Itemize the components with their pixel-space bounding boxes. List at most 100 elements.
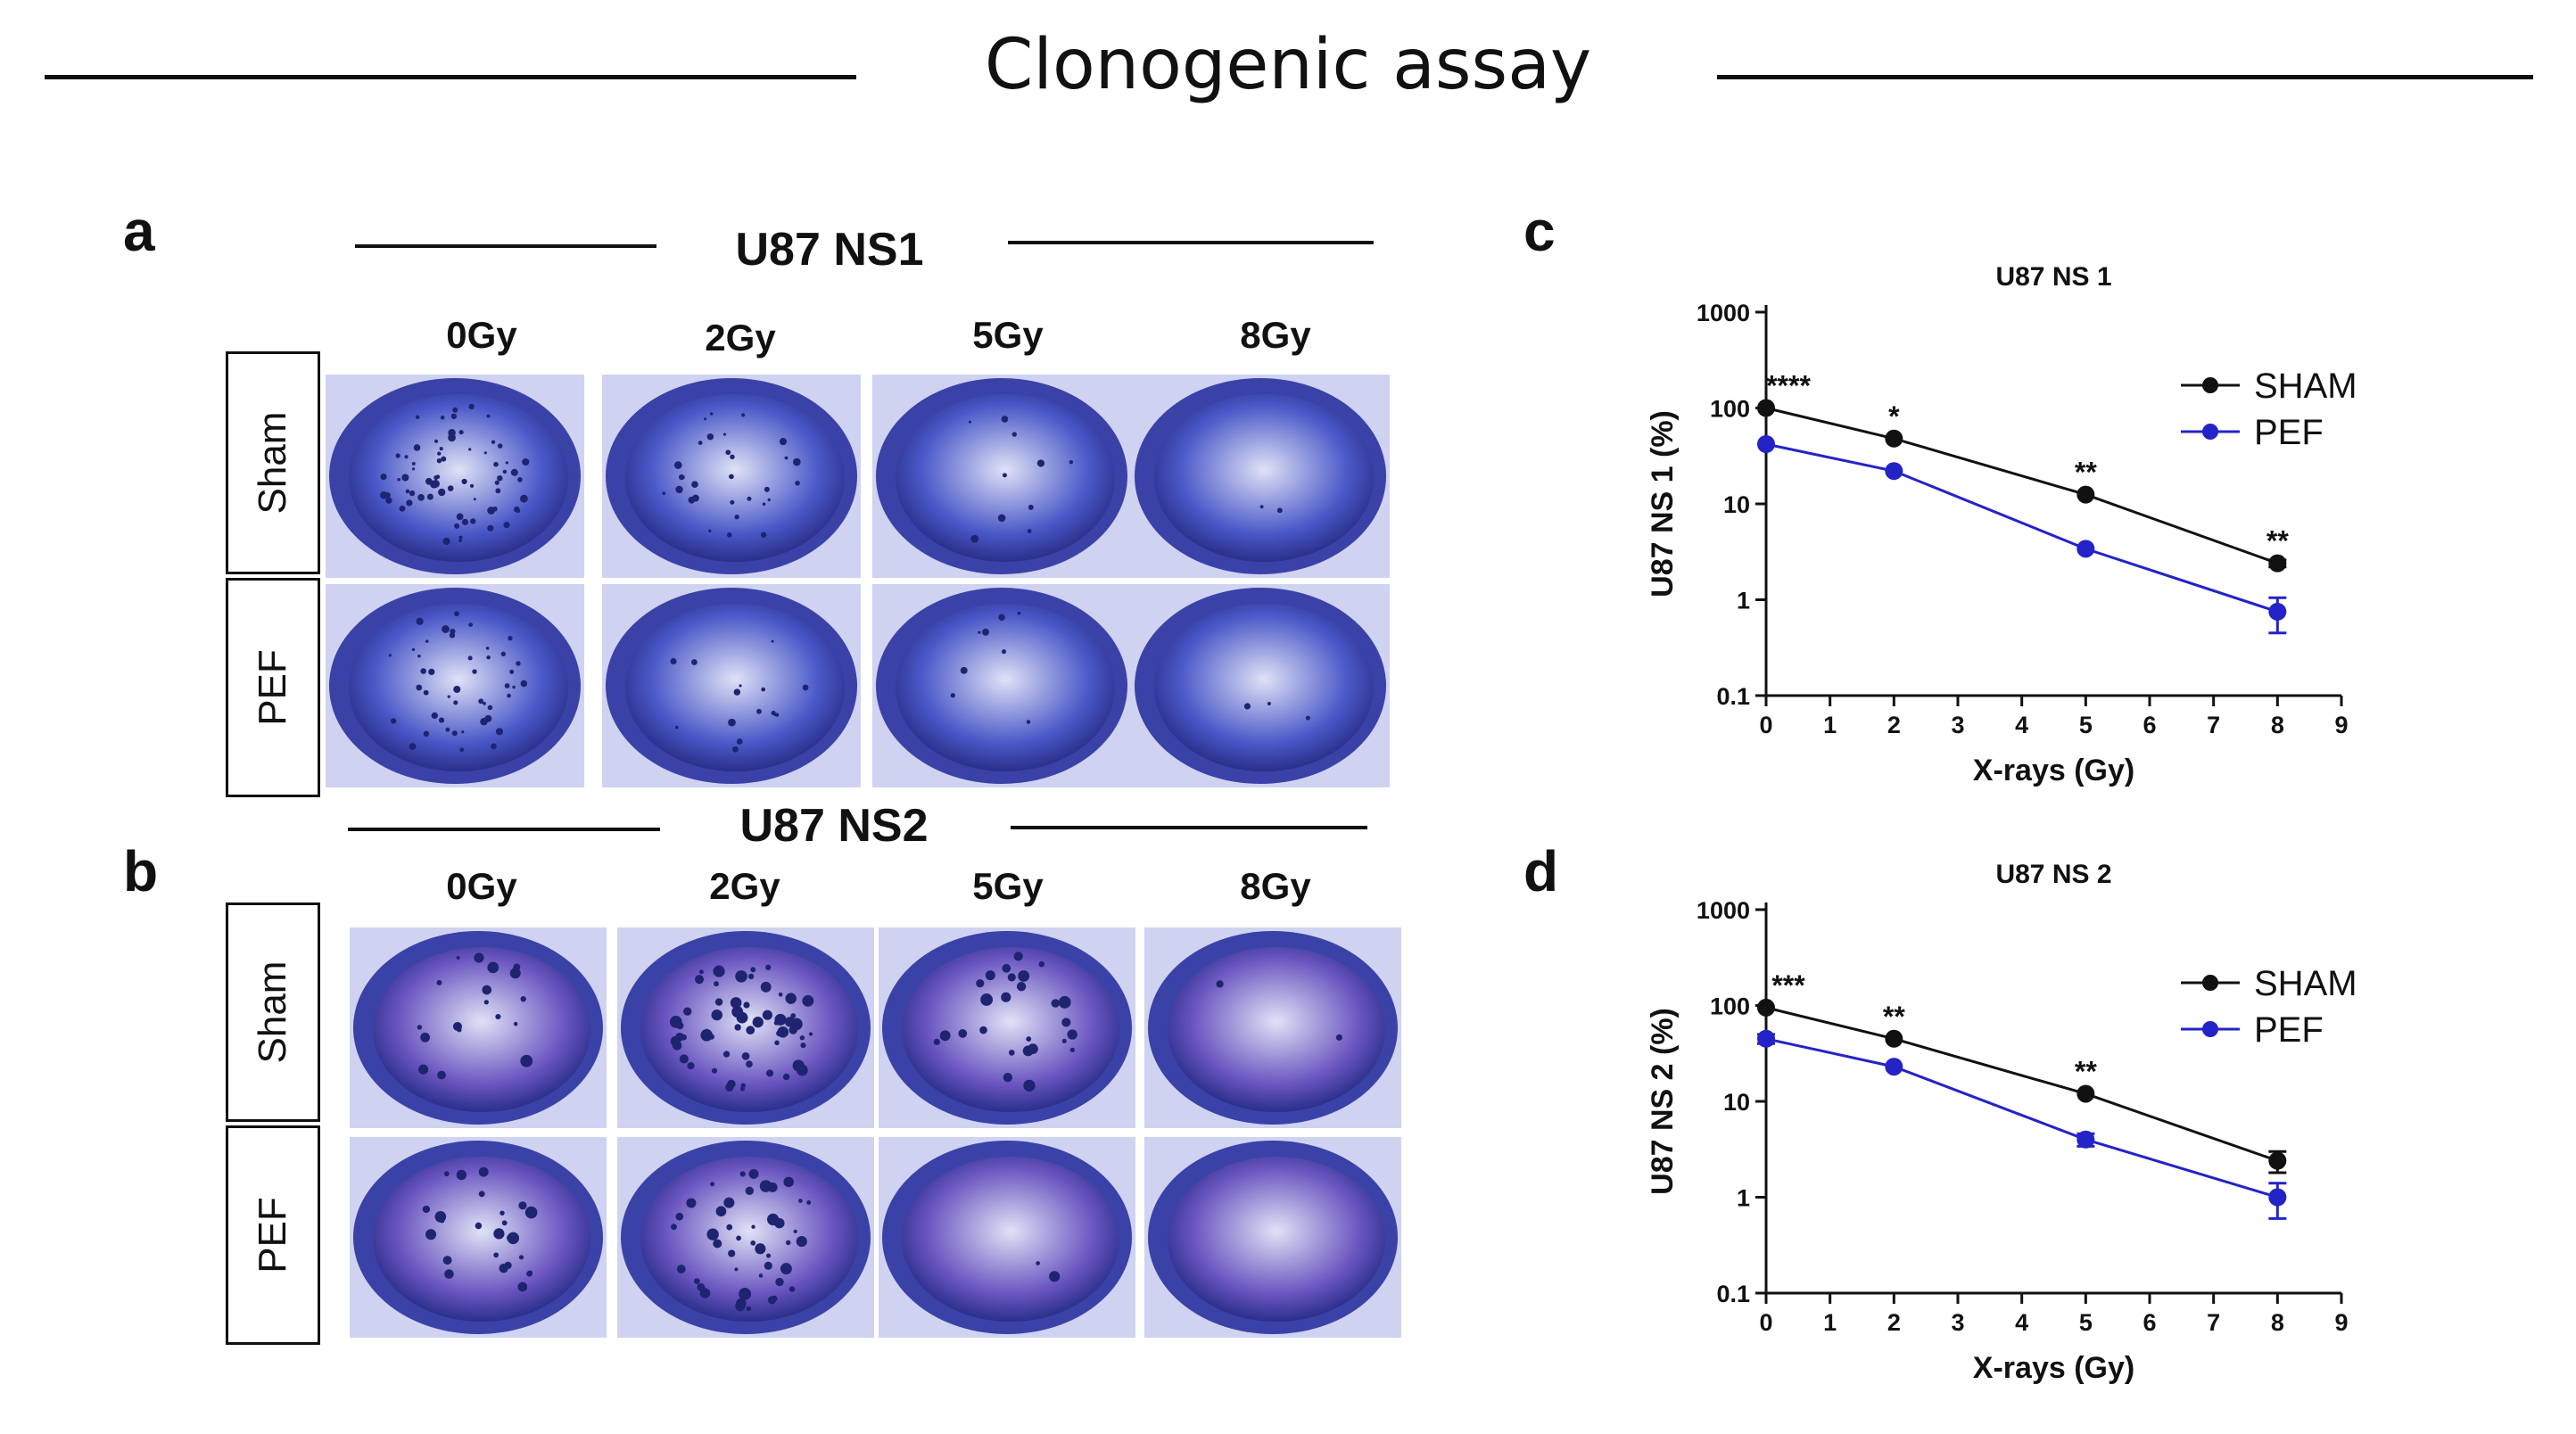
panel-c-pef-point-0 [1757,435,1775,454]
panel-c-annotation-2: ** [2075,457,2097,489]
panel-a-well-1-3 [1131,584,1390,787]
panel-c-xtick-label-9: 9 [2334,712,2348,738]
panel-c-series-pef-line [1765,442,2278,614]
panel-a-row-pef: PEF [226,578,320,797]
panel-b-well-1-1 [617,1137,874,1338]
panel-c-sham-point-2 [2076,485,2095,504]
panel-b-well-0-3 [1144,927,1401,1128]
panel-c-ylabel: U87 NS 1 (%) [1646,410,1680,598]
figure-title: Clonogenic assay [984,25,1592,105]
panel-d-xtick-label-6: 6 [2143,1309,2156,1336]
panel-d-ytick-label-1: 1 [1737,1185,1750,1212]
panel-c-ytick-label-4: 1000 [1697,300,1750,326]
panel-b-well-0-1 [617,927,874,1128]
panel-c-xtick-label-0: 0 [1759,712,1772,738]
panel-a-well-0-1 [602,375,861,578]
panel-c-pef-point-1 [1885,462,1903,481]
panel-a-dose-1: 2Gy [705,317,776,358]
panel-d-series-sham-line [1765,1006,2278,1163]
panel-a-well-0-0 [326,375,584,578]
panel-d-xtick-label-2: 2 [1887,1309,1901,1336]
panel-d-xtick-label-9: 9 [2334,1309,2348,1336]
panel-c-xtick-label-3: 3 [1951,712,1964,738]
panel-d-legend-sham-marker [2202,975,2218,991]
panel-b-well-1-3 [1144,1137,1401,1338]
panel-a-well-0-2 [872,375,1131,578]
panel-a-well-1-0 [326,584,584,787]
panel-b-well-1-2 [879,1137,1135,1338]
panel-c-xtick-label-5: 5 [2079,712,2093,738]
panel-a-cell-line: U87 NS1 [735,224,924,276]
panel-a-well-1-1 [602,584,861,787]
panel-c-chart: U87 NS 1 0.1 1 10 100 1000 0 1 2 3 4 5 6 7 8 9 X-rays (G… [1646,262,2357,787]
panel-d-letter: d [1523,839,1559,903]
panel-a-dose-0: 0Gy [446,314,517,356]
panel-d-annotation-1: ** [1883,1001,1905,1033]
panel-a-dose-3: 8Gy [1240,314,1311,356]
panel-d-pef-point-3 [2268,1188,2287,1207]
panel-b-dose-3: 8Gy [1240,865,1311,907]
panel-c-letter: c [1523,199,1556,263]
panel-c-ytick-label-1: 1 [1737,588,1750,614]
panel-a-letter: a [123,199,155,263]
panel-c-xtick-label-1: 1 [1823,712,1837,738]
panel-d-xtick-label-8: 8 [2271,1309,2284,1336]
panel-d-legend-pef-marker [2202,1021,2218,1037]
panel-b-row-pef-label: PEF [251,1197,294,1273]
panel-c-series-sham-line [1765,407,2278,565]
panel-b-row-sham: Sham [226,902,320,1122]
title-rule-left [45,75,856,79]
panel-b-dose-1: 2Gy [709,865,780,907]
panel-c-legend-sham-label: SHAM [2254,367,2357,406]
panel-a-well-1-2 [872,584,1131,787]
panel-c-xtick-label-2: 2 [1887,712,1901,738]
title-rule-right [1717,75,2533,79]
panel-c-sham-point-1 [1885,429,1903,448]
panel-a-row-sham-label: Sham [251,411,294,515]
panel-d-xtick-label-3: 3 [1951,1309,1964,1336]
panel-c-pef-point-3 [2268,602,2287,621]
panel-b-rule-left [348,828,660,831]
panel-d-xtick-label-4: 4 [2015,1309,2028,1336]
panel-b-row-sham-label: Sham [251,960,294,1064]
panel-a-rule-right [1008,241,1374,244]
panel-c-annotation-0: **** [1766,370,1811,402]
panel-c-legend-sham-marker [2202,377,2218,393]
panel-c-ytick-label-3: 100 [1710,396,1750,423]
panel-c-title: U87 NS 1 [1995,262,2111,292]
panel-d-sham-point-2 [2076,1084,2095,1103]
panel-a-dose-2: 5Gy [972,314,1044,356]
panel-c-sham-point-0 [1757,399,1775,417]
panel-a-well-0-3 [1131,375,1390,578]
panel-c-xtick-label-7: 7 [2207,712,2220,738]
panel-c-ytick-label-2: 10 [1723,491,1750,518]
panel-d-annotation-0: *** [1771,969,1805,1001]
panel-d-pef-point-0 [1757,1029,1775,1048]
panel-c-pef-point-2 [2076,540,2095,558]
panel-c-legend-pef-label: PEF [2254,413,2324,452]
panel-d-sham-point-1 [1885,1029,1903,1048]
panel-d-legend-pef-label: PEF [2254,1010,2324,1050]
panel-d-pef-point-2 [2076,1130,2095,1149]
panel-b-row-pef: PEF [226,1125,320,1345]
panel-a-rule-left [355,244,656,248]
panel-b-cell-line: U87 NS2 [739,800,929,852]
panel-b-letter: b [123,839,159,903]
panel-d-xtick-label-7: 7 [2207,1309,2220,1336]
panel-d-xtick-label-5: 5 [2079,1309,2093,1336]
panel-c-annotation-1: * [1888,400,1900,433]
panel-d-xtick-label-0: 0 [1759,1309,1772,1336]
panel-a-row-pef-label: PEF [251,649,294,726]
panel-d-ytick-label-2: 10 [1723,1089,1750,1116]
panel-d-series-pef-line [1765,1037,2278,1199]
panel-d-ytick-label-4: 1000 [1697,897,1750,924]
panel-d-ylabel: U87 NS 2 (%) [1646,1008,1680,1195]
panel-b-well-1-0 [350,1137,607,1338]
panel-b-dose-2: 5Gy [972,865,1044,907]
panel-c-sham-point-3 [2268,554,2287,573]
panel-d-title: U87 NS 2 [1995,860,2111,889]
panel-d-chart: U87 NS 2 0.1 1 10 100 1000 0 1 2 3 4 5 6 7 8 9 X-rays (G… [1646,860,2357,1385]
panel-b-dose-0: 0Gy [446,865,517,907]
panel-c-xlabel: X-rays (Gy) [1973,754,2134,787]
panel-d-sham-point-3 [2268,1151,2287,1170]
